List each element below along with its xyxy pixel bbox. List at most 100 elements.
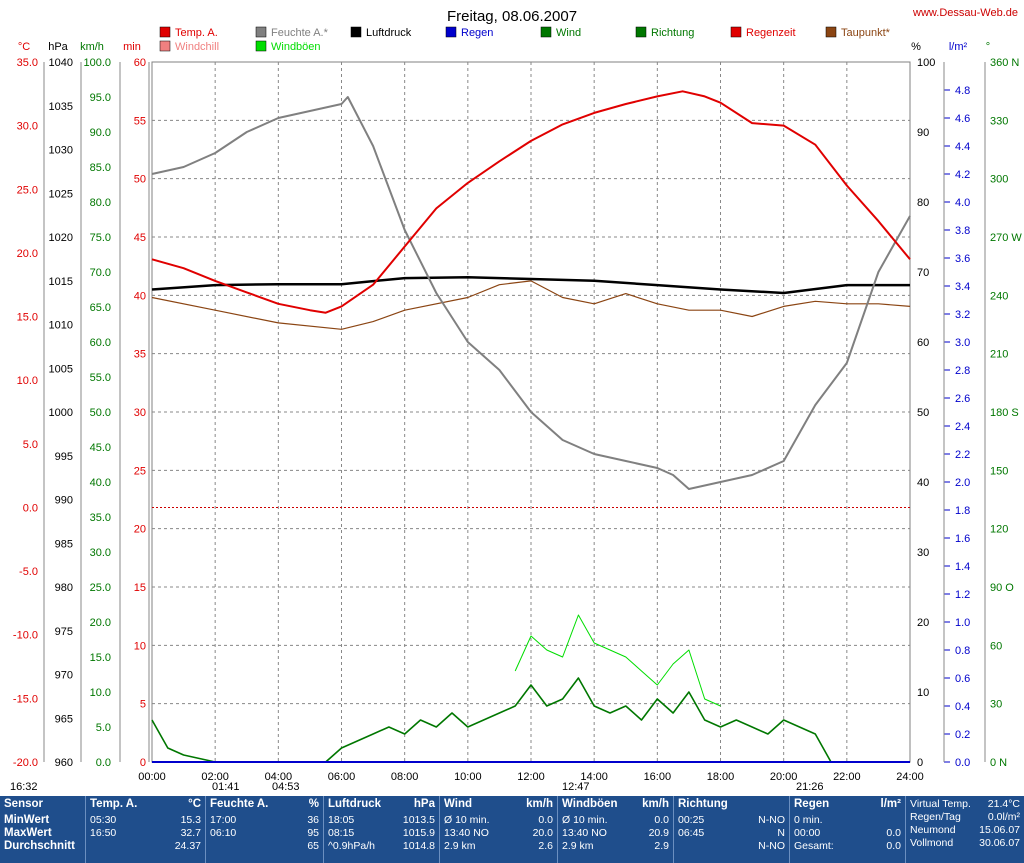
pressure-axis-tick: 1035 [49, 101, 73, 113]
wind-axis-tick: 20.0 [90, 617, 111, 629]
rain-axis-tick: 1.0 [955, 617, 970, 629]
direction-axis-tick: 360 N [990, 57, 1019, 69]
pressure-axis-tick: 1040 [49, 57, 73, 69]
temp-axis-tick: -15.0 [13, 693, 38, 705]
wind-axis-tick: 0.0 [96, 757, 111, 769]
min-axis-tick: 60 [134, 57, 146, 69]
rain-axis-tick: 3.2 [955, 309, 970, 321]
pressure-axis-tick: 990 [55, 495, 73, 507]
direction-axis-tick: 270 W [990, 232, 1022, 244]
direction-axis-tick: 60 [990, 640, 1002, 652]
direction-axis-tick: 150 [990, 465, 1008, 477]
time-tick: 18:00 [707, 771, 735, 783]
rain-axis-tick: 2.8 [955, 365, 970, 377]
time-tick: 12:00 [517, 771, 545, 783]
min-axis-tick: 25 [134, 465, 146, 477]
rain-axis-tick: 0.8 [955, 645, 970, 657]
direction-axis-unit: ° [986, 41, 990, 53]
rain-axis-tick: 3.8 [955, 225, 970, 237]
legend-swatch [255, 26, 267, 38]
legend-swatch [159, 40, 171, 52]
wind-axis-tick: 100.0 [83, 57, 111, 69]
rain-axis-tick: 2.2 [955, 449, 970, 461]
min-axis-tick: 30 [134, 407, 146, 419]
direction-axis-tick: 0 N [990, 757, 1007, 769]
pressure-axis-tick: 980 [55, 582, 73, 594]
humidity-axis-tick: 80 [917, 197, 929, 209]
series-wind [151, 677, 910, 763]
rain-axis-tick: 1.8 [955, 505, 970, 517]
direction-axis-tick: 120 [990, 524, 1008, 536]
wind-axis-tick: 5.0 [96, 722, 111, 734]
time-tick: 14:00 [580, 771, 608, 783]
direction-axis-tick: 210 [990, 349, 1008, 361]
legend-swatch [159, 26, 171, 38]
direction-axis-tick: 300 [990, 174, 1008, 186]
humidity-axis-tick: 0 [917, 757, 923, 769]
chart-series [151, 90, 911, 763]
pressure-axis-tick: 975 [55, 626, 73, 638]
rain-axis-tick: 4.4 [955, 141, 970, 153]
temp-axis-tick: 15.0 [17, 312, 38, 324]
time-tick: 22:00 [833, 771, 861, 783]
series-feuchte-a [151, 96, 911, 490]
direction-axis-tick: 90 O [990, 582, 1014, 594]
wind-axis-tick: 25.0 [90, 582, 111, 594]
min-axis-tick: 45 [134, 232, 146, 244]
temp-axis-tick: 25.0 [17, 184, 38, 196]
temp-axis-tick: -10.0 [13, 630, 38, 642]
rain-axis-tick: 2.6 [955, 393, 970, 405]
legend-label: Windböen [271, 41, 321, 53]
wind-axis-tick: 35.0 [90, 512, 111, 524]
temp-axis-unit: °C [18, 41, 30, 53]
site-link[interactable]: www.Dessau-Web.de [912, 7, 1018, 19]
wind-axis-tick: 75.0 [90, 232, 111, 244]
legend-swatch [445, 26, 457, 38]
humidity-axis-tick: 70 [917, 267, 929, 279]
series-temp-a [151, 90, 911, 314]
rain-axis-tick: 4.0 [955, 197, 970, 209]
min-axis-tick: 5 [140, 699, 146, 711]
temp-axis-tick: -5.0 [19, 566, 38, 578]
time-tick: 24:00 [896, 771, 924, 783]
series-luftdruck [151, 276, 910, 295]
moonset-label: 12:47 [562, 781, 590, 793]
rain-axis-tick: 0.0 [955, 757, 970, 769]
legend-label: Temp. A. [175, 27, 218, 39]
wind-axis-tick: 45.0 [90, 442, 111, 454]
pressure-axis-tick: 1025 [49, 188, 73, 200]
time-tick: 08:00 [391, 771, 419, 783]
rain-axis-tick: 1.2 [955, 589, 970, 601]
stats-richtung: Richtung 00:25 N-NO 06:45 N N-NO [674, 796, 790, 863]
sunrise-label: 04:53 [272, 781, 300, 793]
legend-swatch [825, 26, 837, 38]
wind-axis-unit: km/h [80, 41, 104, 53]
min-axis-tick: 10 [134, 640, 146, 652]
temp-axis-tick: 10.0 [17, 375, 38, 387]
pressure-axis-tick: 1010 [49, 320, 73, 332]
rain-axis-tick: 0.2 [955, 729, 970, 741]
direction-axis-tick: 240 [990, 290, 1008, 302]
stats-sensor: Sensor MinWert MaxWert Durchschnitt [0, 796, 86, 863]
min-axis-tick: 15 [134, 582, 146, 594]
rain-axis-tick: 4.6 [955, 113, 970, 125]
legend-label: Luftdruck [366, 27, 412, 39]
pressure-axis-tick: 985 [55, 538, 73, 550]
time-tick: 02:00 [201, 771, 229, 783]
legend-swatch [540, 26, 552, 38]
wind-axis-tick: 95.0 [90, 92, 111, 104]
stats-regen: Regen l/m² 0 min. 00:00 0.0 Gesamt: 0.0 [790, 796, 906, 863]
legend-label: Taupunkt* [841, 27, 891, 39]
weather-chart: °C 35.0 30.0 25.0 20.0 15.0 10.0 5.0 0.0 -5.0 -10.… [13, 7, 1022, 783]
rain-axis-tick: 3.6 [955, 253, 970, 265]
legend-swatch [635, 26, 647, 38]
time-tick: 10:00 [454, 771, 482, 783]
humidity-axis-tick: 20 [917, 617, 929, 629]
humidity-axis-tick: 90 [917, 127, 929, 139]
direction-axis-tick: 330 [990, 115, 1008, 127]
time-tick: 00:00 [138, 771, 166, 783]
stats-feuchte: Feuchte A.% 17:00 36 06:10 95 65 [206, 796, 324, 863]
temp-axis-tick: 30.0 [17, 121, 38, 133]
humidity-axis-unit: % [911, 41, 921, 53]
series-windb-en [514, 614, 721, 707]
